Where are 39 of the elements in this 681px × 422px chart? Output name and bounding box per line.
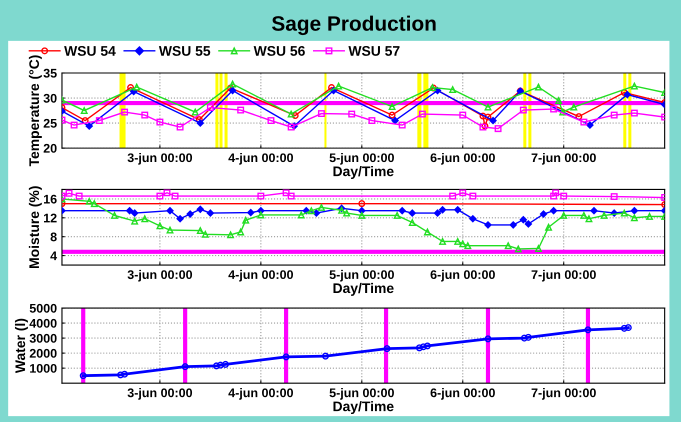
y-tick-label: 3000 — [30, 334, 57, 343]
x-tick-label: 7-jun 00:00 — [532, 270, 596, 282]
x-tick-label: 3-jun 00:00 — [128, 152, 192, 165]
y-axis-title: Moisture (%) — [28, 186, 42, 268]
x-tick-label: 4-jun 00:00 — [228, 152, 293, 165]
x-tick-label: 5-jun 00:00 — [330, 388, 394, 400]
y-tick-label: 5000 — [30, 304, 57, 313]
x-tick-label: 6-jun 00:00 — [430, 152, 495, 165]
y-tick-label: 25 — [44, 118, 57, 128]
x-tick-label: 6-jun 00:00 — [430, 388, 495, 400]
x-axis-title: Day/Time — [333, 166, 394, 179]
x-tick-label: 5-jun 00:00 — [330, 270, 394, 282]
y-tick-label: 35 — [43, 68, 57, 78]
legend-label: WSU 56 — [254, 46, 305, 56]
x-axis-title: Day/Time — [333, 401, 394, 414]
x-tick-label: 4-jun 00:00 — [228, 270, 293, 282]
y-tick-label: 16 — [44, 194, 57, 204]
legend-label: WSU 54 — [64, 46, 116, 56]
x-tick-label: 6-jun 00:00 — [430, 270, 495, 282]
legend-label: WSU 57 — [348, 46, 400, 56]
y-tick-label: 2000 — [30, 348, 57, 358]
chart-title: Sage Production — [272, 16, 436, 36]
x-tick-label: 7-jun 00:00 — [532, 152, 596, 165]
y-tick-label: 30 — [43, 94, 57, 103]
x-axis-title: Day/Time — [333, 282, 394, 296]
y-axis-title: Temperature (°C) — [28, 55, 42, 166]
y-tick-label: 4000 — [29, 318, 57, 328]
y-axis-title: Water (l) — [14, 318, 28, 374]
x-tick-label: 4-jun 00:00 — [228, 388, 293, 400]
y-tick-label: 20 — [44, 144, 57, 153]
x-tick-label: 3-jun 00:00 — [128, 388, 192, 400]
x-tick-label: 3-jun 00:00 — [128, 270, 192, 282]
x-tick-label: 7-jun 00:00 — [532, 388, 596, 400]
y-tick-label: 8 — [50, 232, 57, 242]
y-tick-label: 12 — [44, 214, 57, 222]
y-tick-label: 1000 — [30, 364, 57, 373]
legend-label: WSU 55 — [158, 46, 210, 56]
x-tick-label: 5-jun 00:00 — [330, 152, 394, 165]
y-tick-label: 4 — [50, 252, 58, 260]
